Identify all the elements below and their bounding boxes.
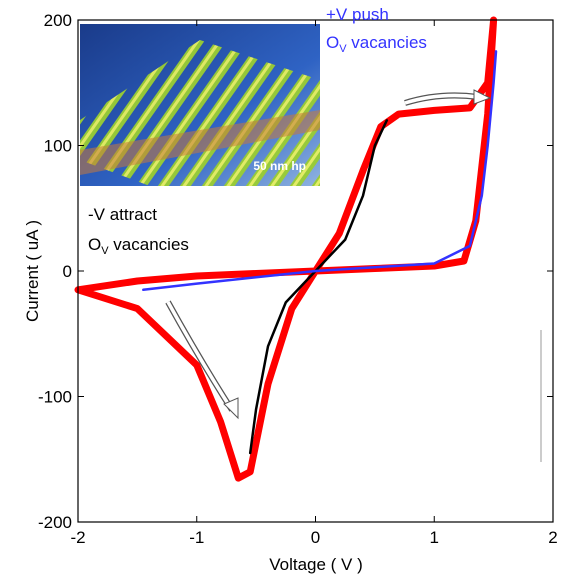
y-tick-label: 100 xyxy=(44,137,72,156)
annotation-sub: V xyxy=(101,245,109,257)
annotation-rest: vacancies xyxy=(109,235,189,254)
annotation: +V push xyxy=(326,5,389,24)
y-tick-label: 0 xyxy=(63,262,72,281)
y-tick-label: 200 xyxy=(44,11,72,30)
annotation: OV vacancies xyxy=(88,235,189,257)
inset-label: 50 nm hp xyxy=(253,159,306,173)
plot-frame xyxy=(77,19,554,523)
x-tick-label: -2 xyxy=(70,528,85,547)
annotation-rest: vacancies xyxy=(347,33,427,52)
annotation-main: O xyxy=(326,33,339,52)
annotation-main: O xyxy=(88,235,101,254)
x-tick-label: -1 xyxy=(189,528,204,547)
y-tick-label: -100 xyxy=(38,388,72,407)
y-tick-label: -200 xyxy=(38,513,72,532)
inset-image: 50 nm hp xyxy=(80,24,320,186)
x-tick-label: 0 xyxy=(311,528,320,547)
series-line xyxy=(142,50,498,292)
plot xyxy=(74,16,554,523)
x-axis-label: Voltage ( V ) xyxy=(269,555,363,574)
x-tick-label: 1 xyxy=(430,528,439,547)
y-axis-label: Current ( uA ) xyxy=(23,220,42,322)
annotation: OV vacancies xyxy=(326,33,427,55)
annotation-sub: V xyxy=(339,43,347,55)
x-tick-label: 2 xyxy=(548,528,557,547)
annotation: -V attract xyxy=(88,205,157,224)
arrows xyxy=(165,89,492,420)
